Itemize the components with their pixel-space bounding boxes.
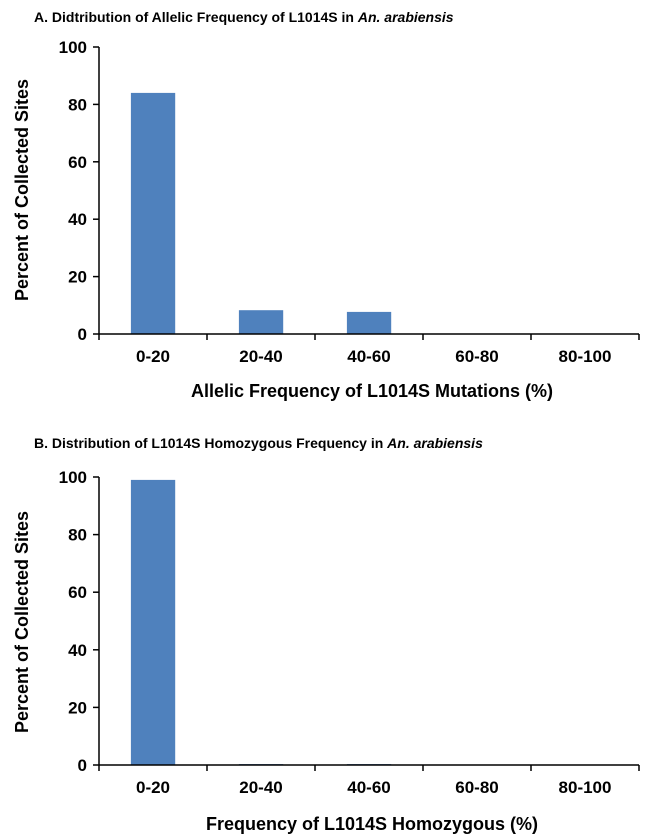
panel-a-x-axis-title: Allelic Frequency of L1014S Mutations (%… [191, 381, 553, 401]
panel-b-y-tick-label: 40 [68, 641, 87, 660]
panel-b-title-species: An. arabiensis [386, 435, 483, 451]
panel-b-category-label: 0-20 [136, 778, 170, 797]
panel-a-y-tick-label: 100 [59, 38, 87, 57]
panel-b-category-label: 20-40 [239, 778, 282, 797]
panel-b-y-tick-label: 20 [68, 698, 87, 717]
panel-b-category-label: 80-100 [559, 778, 612, 797]
panel-b-y-tick-label: 100 [59, 468, 87, 487]
panel-b-category-label: 40-60 [347, 778, 390, 797]
panel-a-category-label: 40-60 [347, 347, 390, 366]
panel-a-y-tick-label: 0 [78, 325, 87, 344]
panel-b-category-label: 60-80 [455, 778, 498, 797]
panel-a-y-tick-label: 80 [68, 95, 87, 114]
panel-a-y-axis-title: Percent of Collected Sites [12, 79, 32, 301]
panel-b-plot-area: 0 20 40 60 80 100 0-20 20-40 40-60 60-80 80-100 [59, 468, 640, 797]
panel-a-y-tick-label: 40 [68, 210, 87, 229]
panel-b: B. Distribution of L1014S Homozygous Fre… [12, 435, 640, 834]
panel-b-x-axis-title: Frequency of L1014S Homozygous (%) [206, 814, 538, 834]
panel-a-category-label: 20-40 [239, 347, 282, 366]
panel-a-bar-40-60 [346, 311, 392, 334]
panel-a-plot-area: 0 20 40 60 80 100 0-20 20-40 40-60 60-80 80-100 [59, 38, 640, 366]
panel-b-y-tick-label: 0 [78, 756, 87, 775]
panel-a-title-species: An. arabiensis [357, 9, 454, 25]
panel-b-y-tick-label: 80 [68, 526, 87, 545]
panel-b-title: B. Distribution of L1014S Homozygous Fre… [34, 435, 483, 451]
panel-a-bar-20-40 [238, 310, 284, 334]
panel-b-y-axis-title: Percent of Collected Sites [12, 511, 32, 733]
panel-a: A. Didtribution of Allelic Frequency of … [12, 9, 640, 401]
panel-b-y-tick-label: 60 [68, 583, 87, 602]
panel-a-title-prefix: A. Didtribution of Allelic Frequency of … [34, 9, 358, 25]
panel-a-category-label: 80-100 [559, 347, 612, 366]
panel-b-bar-0-20 [130, 479, 176, 765]
panel-a-bar-0-20 [130, 92, 176, 335]
panel-a-title: A. Didtribution of Allelic Frequency of … [34, 9, 454, 25]
panel-a-category-label: 0-20 [136, 347, 170, 366]
panel-b-title-prefix: B. Distribution of L1014S Homozygous Fre… [34, 435, 387, 451]
panel-a-y-tick-label: 60 [68, 153, 87, 172]
panel-a-y-tick-label: 20 [68, 268, 87, 287]
panel-a-category-label: 60-80 [455, 347, 498, 366]
